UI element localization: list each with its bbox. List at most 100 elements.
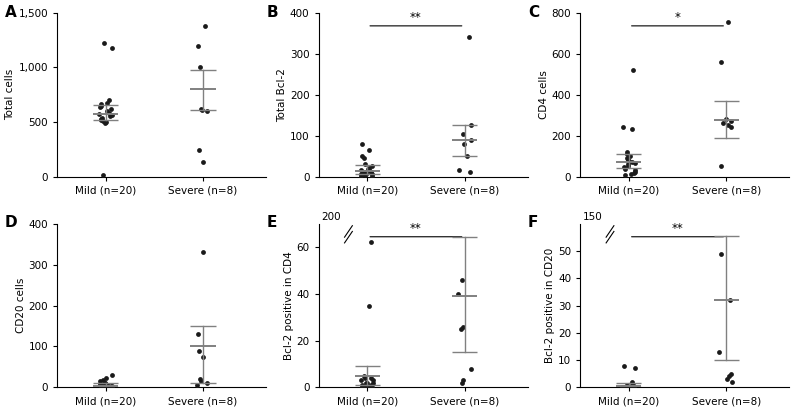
Point [622,163,634,170]
Point [619,172,631,179]
Point [620,384,633,391]
Point [713,349,726,355]
Point [101,382,114,389]
Point [355,140,368,147]
Y-axis label: Total Bcl-2: Total Bcl-2 [277,68,287,122]
Point [192,147,205,154]
Point [106,384,118,390]
Point [355,170,367,177]
Point [620,382,633,388]
Point [106,112,118,119]
Point [360,379,373,386]
Point [193,347,206,354]
Point [464,122,477,129]
Point [95,114,108,121]
Point [457,377,470,384]
Point [723,297,736,303]
Text: **: ** [410,11,422,24]
Y-axis label: Bcl-2 positive in CD4: Bcl-2 positive in CD4 [284,251,293,360]
Point [104,105,117,112]
Y-axis label: Total cells: Total cells [6,69,16,120]
Point [106,383,118,389]
Point [715,163,727,170]
Text: C: C [528,5,539,20]
Point [99,384,111,391]
Point [622,158,635,164]
Point [196,107,209,113]
Point [626,382,638,388]
Point [624,171,637,178]
Text: A: A [5,5,17,20]
Point [619,166,631,173]
Point [359,384,372,391]
Point [722,122,735,129]
Point [366,384,378,391]
Text: 200: 200 [321,212,340,222]
Point [463,169,476,176]
Point [95,115,107,122]
Point [103,97,115,103]
Point [629,167,642,174]
Point [629,365,642,372]
Y-axis label: CD4 cells: CD4 cells [539,70,549,119]
Point [626,159,638,166]
Point [726,216,739,223]
Point [200,108,213,114]
Point [364,375,377,382]
Point [722,19,735,25]
Point [355,167,367,174]
Point [725,124,738,131]
Point [621,151,634,157]
Point [95,101,107,108]
Point [621,157,634,164]
Point [360,379,373,386]
Point [104,382,117,389]
Y-axis label: Bcl-2 positive in CD20: Bcl-2 positive in CD20 [545,248,555,363]
Point [455,325,467,332]
Point [93,381,106,387]
Point [363,147,375,153]
Point [720,376,733,382]
Point [358,372,370,379]
Point [195,378,207,384]
Point [355,172,368,179]
Point [719,116,732,122]
Point [359,171,372,178]
Point [104,113,117,120]
Point [355,377,367,384]
Point [621,155,634,162]
Point [716,120,729,126]
Point [726,379,739,385]
Point [723,373,735,380]
Point [101,100,114,107]
Point [356,153,369,159]
Point [626,382,639,388]
Point [619,384,632,391]
Point [624,153,637,159]
Point [358,170,370,177]
Point [100,375,113,382]
Point [366,173,378,179]
Point [629,169,642,176]
Point [621,384,634,391]
Point [93,103,106,110]
Point [725,118,738,124]
Point [366,171,378,177]
Point [629,160,642,166]
Point [194,64,207,70]
Point [617,124,630,131]
Point [101,383,114,390]
Point [102,384,114,390]
Point [365,239,378,246]
Point [360,382,373,389]
Point [196,353,209,360]
Text: D: D [5,215,17,230]
Point [621,149,634,155]
Point [96,172,109,179]
Point [357,171,370,178]
Point [99,383,111,389]
Point [195,105,207,112]
Point [624,384,637,391]
Text: **: ** [672,222,684,235]
Point [355,384,368,391]
